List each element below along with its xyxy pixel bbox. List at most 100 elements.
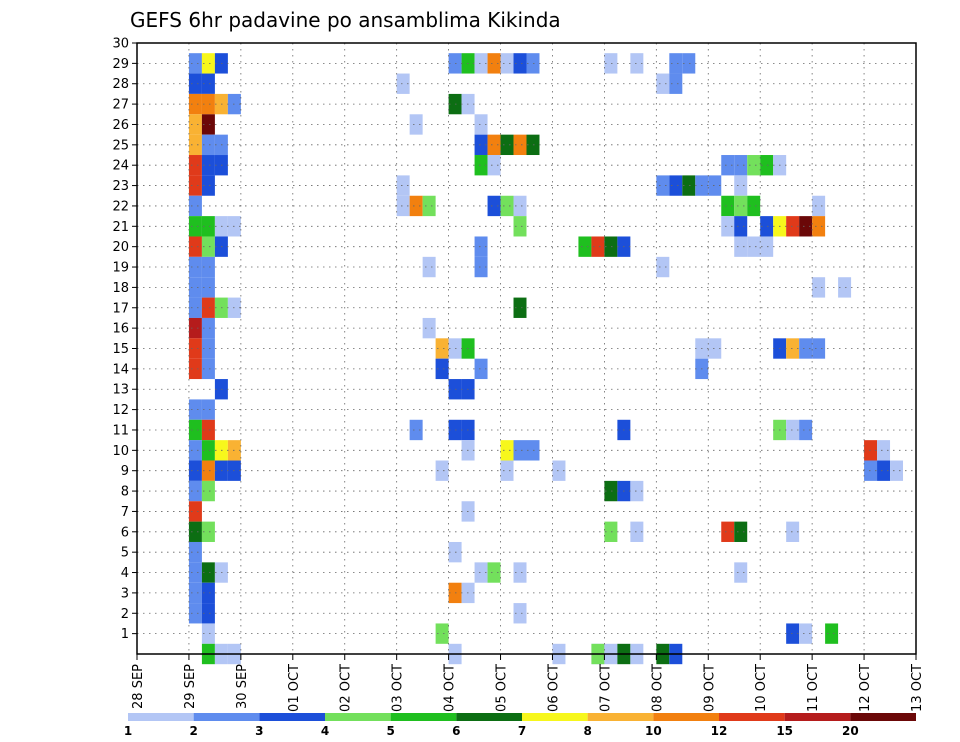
x-tick-label: 02 OCT [339,664,354,712]
y-tick-label: 10 [112,444,129,459]
colorbar-swatch [850,713,916,721]
colorbar-label: 2 [189,724,197,738]
heatmap-cell [422,317,436,339]
heatmap-cell [474,155,488,176]
colorbar-label: 6 [452,724,460,738]
colorbar-label: 15 [776,724,793,738]
heatmap-cell [721,216,735,237]
y-tick-label: 17 [112,301,129,316]
colorbar-swatch [390,713,457,721]
y-tick-label: 29 [112,57,129,72]
heatmap-cell [474,256,488,278]
heatmap-cell [201,399,215,420]
heatmap-cell [201,216,215,237]
heatmap-cell [786,623,800,644]
heatmap-cell [526,134,540,156]
heatmap-cell [396,175,410,196]
x-tick-label: 08 OCT [650,664,665,712]
heatmap-cell [656,256,670,278]
x-tick-label: 07 OCT [598,664,613,712]
x-tick-label: 29 SEP [183,664,198,709]
heatmap-cell [188,501,202,522]
x-tick-label: 03 OCT [391,664,406,712]
heatmap-cell [500,134,514,156]
y-tick-label: 2 [121,607,129,622]
heatmap-cell [487,134,501,156]
heatmap-cell [487,53,501,74]
heatmap-cell [760,155,774,176]
heatmap-cell [201,603,215,624]
heatmap-cell [474,114,488,135]
x-tick-label: 06 OCT [546,664,561,712]
heatmap-cell [201,297,215,318]
heatmap-cell [188,317,202,339]
y-tick-label: 12 [112,403,129,418]
heatmap-cell [188,521,202,542]
heatmap-cell [799,419,813,441]
x-tick-label: 30 SEP [235,664,250,709]
y-tick-label: 22 [112,199,129,214]
x-tick-label: 11 OCT [806,664,821,712]
heatmap-cell [734,521,748,542]
heatmap-cell [656,73,670,94]
heatmap-cell [786,338,800,359]
heatmap-cell [201,562,215,583]
heatmap-cell [474,358,488,380]
heatmap-cell [188,460,202,481]
heatmap-cell [799,338,813,359]
heatmap-cell [682,175,696,196]
heatmap-cell [188,603,202,624]
heatmap-cell [799,216,813,237]
heatmap-cell [890,460,904,481]
heatmap-cell [188,358,202,380]
heatmap-cell [201,480,215,502]
heatmap-cell [708,175,722,196]
y-tick-label: 16 [112,322,129,337]
heatmap-cell [396,195,410,217]
x-tick-label: 09 OCT [702,664,717,712]
colorbar: 1 2 3 4 5 6 7 8 10 12 15 20 [124,713,916,738]
heatmap-cell [734,236,748,257]
heatmap-cell [656,175,670,196]
heatmap-cell [825,623,839,644]
heatmap-cell [513,134,527,156]
y-tick-label: 27 [112,98,129,113]
colorbar-swatch [653,713,719,721]
heatmap-cell [786,521,800,542]
heatmap-cell [760,236,774,257]
heatmap-cell [435,623,449,644]
heatmap-cell [734,155,748,176]
heatmap-cell [838,277,852,298]
heatmap-cell [513,440,527,461]
x-tick-label: 01 OCT [287,664,302,712]
y-tick-label: 14 [112,362,129,377]
heatmap-cell [604,53,618,74]
heatmap-cell [760,216,774,237]
colorbar-label: 7 [518,724,526,738]
colorbar-swatch [456,713,522,721]
colorbar-label: 12 [711,724,728,738]
heatmap-cell [201,93,215,115]
heatmap-cell [422,256,436,278]
heatmap-cell [188,134,202,156]
heatmap-cell [201,134,215,156]
heatmap-cell [669,73,683,94]
heatmap-cell [747,236,761,257]
heatmap-cell [799,623,813,644]
heatmap-cell [188,562,202,583]
heatmap-cell [201,114,215,135]
heatmap-cell [630,480,644,502]
y-tick-label: 21 [112,220,129,235]
heatmap-cell [630,53,644,74]
heatmap-cell [188,582,202,604]
heatmap-cell [188,93,202,115]
heatmap-cell [513,53,527,74]
colorbar-label: 4 [321,724,329,738]
heatmap-cell [188,419,202,441]
heatmap-cell [721,521,735,542]
y-axis: 1234567891011121314151617181920212223242… [112,37,137,642]
heatmap-cell [474,562,488,583]
heatmap-cell [422,195,436,217]
x-tick-label: 10 OCT [754,664,769,712]
heatmap-cell [201,155,215,176]
